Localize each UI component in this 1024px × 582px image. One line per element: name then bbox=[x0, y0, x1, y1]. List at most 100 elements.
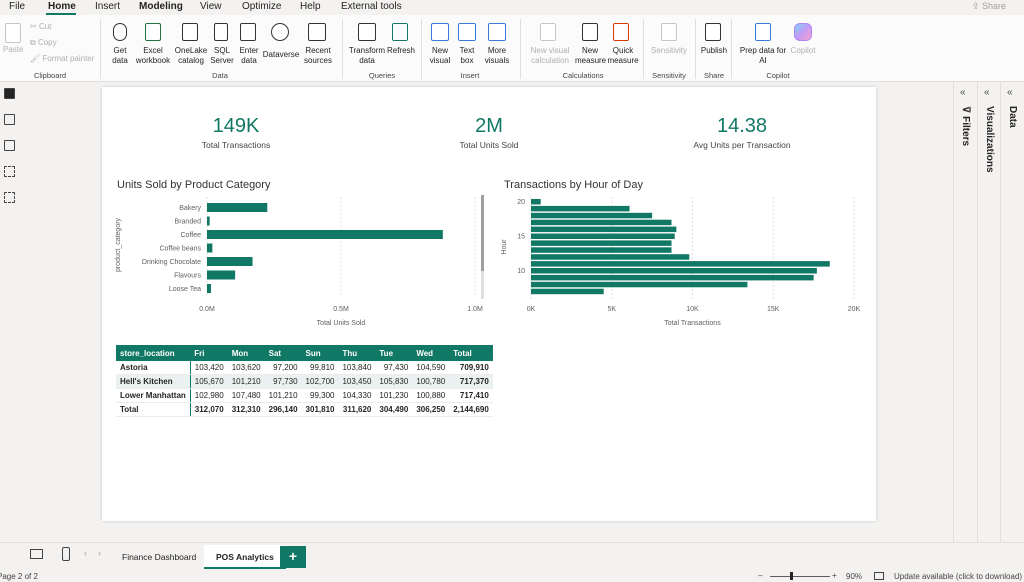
matrix-column-header[interactable]: Mon bbox=[227, 345, 265, 361]
update-notice[interactable]: Update available (click to download) bbox=[894, 572, 1023, 581]
table-row[interactable]: Astoria 103,420 103,620 97,200 99,810 103,840… bbox=[116, 361, 493, 375]
model-view-icon[interactable] bbox=[4, 140, 15, 151]
collapse-data-icon[interactable]: « bbox=[1007, 87, 1013, 98]
share-group-label: Share bbox=[703, 71, 724, 80]
kpi-card-units[interactable]: 2M Total Units Sold bbox=[389, 115, 589, 150]
bar bbox=[531, 233, 675, 239]
refresh-button[interactable]: Refresh bbox=[386, 46, 415, 55]
dax-query-icon[interactable] bbox=[4, 166, 15, 177]
paste-button[interactable]: Paste bbox=[3, 45, 24, 54]
kpi-card-transactions[interactable]: 149K Total Transactions bbox=[136, 115, 336, 150]
format-painter-button[interactable]: 🖌 Format painter bbox=[30, 54, 95, 63]
matrix-column-header[interactable]: Fri bbox=[190, 345, 228, 361]
report-view-icon[interactable] bbox=[4, 88, 15, 99]
kpi-label: Total Units Sold bbox=[459, 140, 519, 150]
table-cell: 105,830 bbox=[375, 374, 413, 389]
visualizations-pane[interactable]: « Visualizations bbox=[977, 82, 999, 542]
collapse-filters-icon[interactable]: « bbox=[960, 87, 966, 98]
new-visual-calculation-button[interactable]: New visual calculation bbox=[530, 46, 570, 65]
menu-home[interactable]: Home bbox=[48, 1, 76, 12]
new-measure-button[interactable]: New measure bbox=[575, 46, 607, 65]
matrix-column-header[interactable]: Sun bbox=[301, 345, 339, 361]
bar bbox=[207, 230, 443, 239]
menu-bar: File Home Insert Modeling View Optimize … bbox=[0, 0, 1024, 15]
more-visuals-button[interactable]: More visuals bbox=[484, 46, 510, 65]
table-row[interactable]: Hell's Kitchen 105,670 101,210 97,730 102,70… bbox=[116, 374, 493, 389]
desktop-layout-icon[interactable] bbox=[30, 549, 43, 559]
y-tick-label: Branded bbox=[175, 219, 202, 226]
sensitivity-icon bbox=[661, 23, 677, 41]
table-row[interactable]: Lower Manhattan 102,980 107,480 101,210 99,3… bbox=[116, 388, 493, 403]
publish-button[interactable]: Publish bbox=[700, 46, 728, 55]
quick-measure-button[interactable]: Quick measure bbox=[607, 46, 639, 65]
new-visual-button[interactable]: New visual bbox=[429, 46, 451, 65]
prev-page-icon[interactable]: ‹ bbox=[84, 548, 87, 558]
zoom-in-button[interactable]: + bbox=[832, 571, 837, 580]
zoom-out-button[interactable]: – bbox=[758, 571, 763, 580]
onelake-catalog-button[interactable]: OneLake catalog bbox=[174, 46, 208, 65]
x-tick-label: 10K bbox=[686, 306, 699, 313]
table-cell: 312,070 bbox=[190, 402, 228, 417]
tab-pos-analytics[interactable]: POS Analytics bbox=[204, 545, 286, 569]
kpi-card-avg[interactable]: 14.38 Avg Units per Transaction bbox=[642, 115, 842, 150]
menu-view[interactable]: View bbox=[200, 1, 222, 12]
zoom-level: 90% bbox=[846, 572, 863, 581]
sql-server-button[interactable]: SQL Server bbox=[210, 46, 234, 65]
zoom-slider-thumb[interactable] bbox=[790, 572, 793, 580]
cut-button[interactable]: ✂ Cut bbox=[30, 22, 52, 31]
prep-data-for-ai-button[interactable]: Prep data for AI bbox=[739, 46, 787, 65]
transform-data-button[interactable]: Transform data bbox=[348, 46, 386, 65]
matrix-column-header[interactable]: Tue bbox=[375, 345, 413, 361]
text-box-button[interactable]: Text box bbox=[459, 46, 475, 65]
sales-matrix[interactable]: store_location Fri Mon Sat Sun Thu Tue Wed Total… bbox=[116, 345, 493, 417]
matrix-column-header[interactable]: Thu bbox=[338, 345, 376, 361]
ribbon-separator bbox=[695, 19, 696, 79]
data-pane[interactable]: « Data bbox=[1000, 82, 1022, 542]
units-by-category-chart[interactable]: 0.0M 0.5M 1.0M Bakery Branded Coffee Coffee be… bbox=[110, 193, 490, 333]
y-tick-label: 15 bbox=[517, 234, 525, 241]
tmdl-view-icon[interactable] bbox=[4, 192, 15, 203]
menu-external-tools[interactable]: External tools bbox=[341, 1, 402, 12]
copilot-button[interactable]: Copilot bbox=[790, 46, 816, 55]
menu-file[interactable]: File bbox=[9, 1, 26, 12]
recent-sources-button[interactable]: Recent sources bbox=[303, 46, 332, 65]
bar bbox=[207, 257, 253, 266]
excel-workbook-button[interactable]: Excel workbook bbox=[135, 46, 171, 65]
x-tick-label: 0K bbox=[527, 306, 536, 313]
share-button[interactable]: ⇪ Share bbox=[971, 1, 1006, 11]
menu-optimize[interactable]: Optimize bbox=[242, 1, 282, 12]
visual-calculation-icon bbox=[540, 23, 556, 41]
next-page-icon[interactable]: › bbox=[98, 548, 101, 558]
transactions-by-hour-chart[interactable]: 0K 5K 10K 15K 20K 20 15 10 Total Transactions Hou… bbox=[496, 193, 868, 333]
menu-modeling[interactable]: Modeling bbox=[139, 1, 183, 12]
matrix-row-header[interactable]: store_location bbox=[116, 345, 191, 361]
matrix-column-header[interactable]: Sat bbox=[264, 345, 302, 361]
bar bbox=[207, 243, 213, 253]
table-view-icon[interactable] bbox=[4, 114, 15, 125]
kpi-label: Avg Units per Transaction bbox=[693, 140, 791, 150]
matrix-column-header[interactable]: Wed bbox=[412, 345, 450, 361]
menu-insert[interactable]: Insert bbox=[95, 1, 121, 12]
table-cell: 717,370 bbox=[449, 374, 493, 389]
fit-to-page-icon[interactable] bbox=[874, 572, 884, 580]
mobile-layout-icon[interactable] bbox=[62, 547, 70, 561]
bar bbox=[531, 288, 604, 295]
table-cell: 101,230 bbox=[375, 388, 413, 403]
collapse-visualizations-icon[interactable]: « bbox=[984, 87, 990, 98]
copy-button[interactable]: ⧉ Copy bbox=[30, 38, 57, 47]
add-page-button[interactable]: + bbox=[280, 546, 306, 568]
filters-pane[interactable]: « ⊽ Filters bbox=[953, 82, 975, 542]
more-visuals-icon bbox=[488, 23, 506, 41]
dataverse-button[interactable]: Dataverse bbox=[262, 50, 300, 59]
sensitivity-button[interactable]: Sensitivity bbox=[650, 46, 687, 55]
report-canvas: 149K Total Transactions 2M Total Units S… bbox=[102, 87, 876, 521]
bar bbox=[531, 240, 672, 246]
zoom-slider[interactable] bbox=[770, 576, 830, 577]
enter-data-button[interactable]: Enter data bbox=[239, 46, 259, 65]
tab-finance-dashboard[interactable]: Finance Dashboard bbox=[122, 552, 197, 562]
matrix-total-row[interactable]: Total 312,070 312,310 296,140 301,810 311,620… bbox=[116, 402, 493, 417]
x-tick-label: 5K bbox=[607, 306, 616, 313]
menu-help[interactable]: Help bbox=[300, 1, 321, 12]
matrix-column-header[interactable]: Total bbox=[449, 345, 493, 361]
get-data-button[interactable]: Get data bbox=[112, 46, 128, 65]
